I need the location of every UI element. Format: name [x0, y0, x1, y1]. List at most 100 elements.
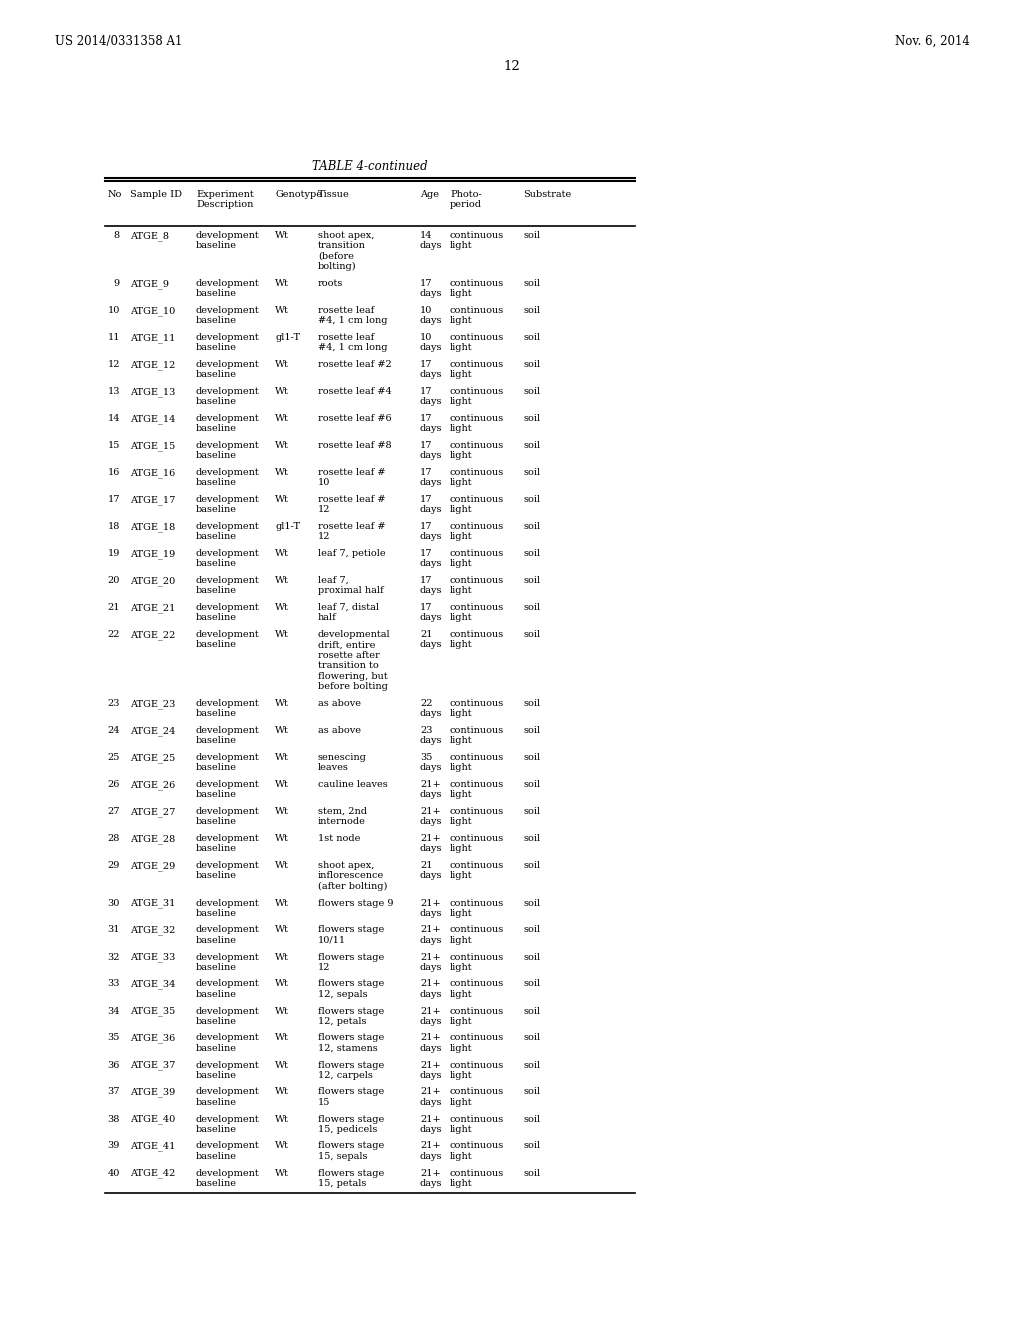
Text: soil: soil [523, 630, 540, 639]
Text: flowers stage
15, petals: flowers stage 15, petals [318, 1168, 384, 1188]
Text: 17
days: 17 days [420, 549, 442, 569]
Text: Sample ID: Sample ID [130, 190, 182, 199]
Text: continuous
light: continuous light [450, 279, 504, 298]
Text: roots: roots [318, 279, 343, 288]
Text: 14
days: 14 days [420, 231, 442, 251]
Text: rosette leaf
#4, 1 cm long: rosette leaf #4, 1 cm long [318, 306, 387, 326]
Text: continuous
light: continuous light [450, 834, 504, 854]
Text: 21
days: 21 days [420, 630, 442, 649]
Text: Nov. 6, 2014: Nov. 6, 2014 [895, 36, 970, 48]
Text: 21+
days: 21+ days [420, 953, 442, 972]
Text: development
baseline: development baseline [196, 726, 260, 746]
Text: ATGE_35: ATGE_35 [130, 1006, 175, 1016]
Text: ATGE_36: ATGE_36 [130, 1034, 175, 1043]
Text: 21+
days: 21+ days [420, 780, 442, 800]
Text: development
baseline: development baseline [196, 469, 260, 487]
Text: 23
days: 23 days [420, 726, 442, 746]
Text: flowers stage
10/11: flowers stage 10/11 [318, 925, 384, 945]
Text: soil: soil [523, 603, 540, 612]
Text: Wt: Wt [275, 1006, 289, 1015]
Text: development
baseline: development baseline [196, 231, 260, 251]
Text: 38: 38 [108, 1114, 120, 1123]
Text: soil: soil [523, 469, 540, 477]
Text: development
baseline: development baseline [196, 1142, 260, 1160]
Text: Wt: Wt [275, 752, 289, 762]
Text: Photo-
period: Photo- period [450, 190, 482, 210]
Text: continuous
light: continuous light [450, 521, 504, 541]
Text: rosette leaf #
12: rosette leaf # 12 [318, 495, 385, 515]
Text: development
baseline: development baseline [196, 279, 260, 298]
Text: 17
days: 17 days [420, 279, 442, 298]
Text: flowers stage
12, carpels: flowers stage 12, carpels [318, 1060, 384, 1080]
Text: continuous
light: continuous light [450, 333, 504, 352]
Text: stem, 2nd
internode: stem, 2nd internode [318, 807, 367, 826]
Text: development
baseline: development baseline [196, 1088, 260, 1107]
Text: 19: 19 [108, 549, 120, 558]
Text: US 2014/0331358 A1: US 2014/0331358 A1 [55, 36, 182, 48]
Text: continuous
light: continuous light [450, 603, 504, 623]
Text: continuous
light: continuous light [450, 780, 504, 800]
Text: continuous
light: continuous light [450, 1006, 504, 1026]
Text: flowers stage
12, petals: flowers stage 12, petals [318, 1006, 384, 1026]
Text: ATGE_33: ATGE_33 [130, 953, 175, 962]
Text: ATGE_13: ATGE_13 [130, 387, 175, 397]
Text: soil: soil [523, 1142, 540, 1151]
Text: 17
days: 17 days [420, 360, 442, 379]
Text: shoot apex,
transition
(before
bolting): shoot apex, transition (before bolting) [318, 231, 375, 272]
Text: soil: soil [523, 1060, 540, 1069]
Text: soil: soil [523, 807, 540, 816]
Text: soil: soil [523, 549, 540, 558]
Text: ATGE_8: ATGE_8 [130, 231, 169, 240]
Text: Wt: Wt [275, 630, 289, 639]
Text: soil: soil [523, 1034, 540, 1043]
Text: soil: soil [523, 861, 540, 870]
Text: 34: 34 [108, 1006, 120, 1015]
Text: leaf 7, petiole: leaf 7, petiole [318, 549, 386, 558]
Text: development
baseline: development baseline [196, 630, 260, 649]
Text: development
baseline: development baseline [196, 861, 260, 880]
Text: ATGE_10: ATGE_10 [130, 306, 175, 315]
Text: Wt: Wt [275, 1142, 289, 1151]
Text: soil: soil [523, 979, 540, 989]
Text: Genotype: Genotype [275, 190, 322, 199]
Text: soil: soil [523, 1088, 540, 1097]
Text: continuous
light: continuous light [450, 576, 504, 595]
Text: 32: 32 [108, 953, 120, 961]
Text: development
baseline: development baseline [196, 979, 260, 999]
Text: ATGE_39: ATGE_39 [130, 1088, 175, 1097]
Text: gl1-T: gl1-T [275, 521, 300, 531]
Text: 20: 20 [108, 576, 120, 585]
Text: developmental
drift, entire
rosette after
transition to
flowering, but
before bo: developmental drift, entire rosette afte… [318, 630, 390, 690]
Text: Wt: Wt [275, 834, 289, 843]
Text: continuous
light: continuous light [450, 1142, 504, 1160]
Text: Wt: Wt [275, 899, 289, 908]
Text: shoot apex,
inflorescence
(after bolting): shoot apex, inflorescence (after bolting… [318, 861, 387, 891]
Text: development
baseline: development baseline [196, 899, 260, 917]
Text: ATGE_11: ATGE_11 [130, 333, 175, 343]
Text: 10
days: 10 days [420, 306, 442, 326]
Text: 40: 40 [108, 1168, 120, 1177]
Text: continuous
light: continuous light [450, 1088, 504, 1107]
Text: 12: 12 [108, 360, 120, 370]
Text: continuous
light: continuous light [450, 752, 504, 772]
Text: development
baseline: development baseline [196, 576, 260, 595]
Text: 22: 22 [108, 630, 120, 639]
Text: ATGE_19: ATGE_19 [130, 549, 175, 558]
Text: ATGE_27: ATGE_27 [130, 807, 175, 817]
Text: development
baseline: development baseline [196, 360, 260, 379]
Text: Wt: Wt [275, 603, 289, 612]
Text: 21+
days: 21+ days [420, 1088, 442, 1107]
Text: 15: 15 [108, 441, 120, 450]
Text: development
baseline: development baseline [196, 1060, 260, 1080]
Text: 35
days: 35 days [420, 752, 442, 772]
Text: flowers stage
15, pedicels: flowers stage 15, pedicels [318, 1114, 384, 1134]
Text: continuous
light: continuous light [450, 414, 504, 433]
Text: Wt: Wt [275, 360, 289, 370]
Text: 8: 8 [114, 231, 120, 240]
Text: ATGE_34: ATGE_34 [130, 979, 175, 989]
Text: 11: 11 [108, 333, 120, 342]
Text: continuous
light: continuous light [450, 807, 504, 826]
Text: 21+
days: 21+ days [420, 1168, 442, 1188]
Text: development
baseline: development baseline [196, 752, 260, 772]
Text: rosette leaf #6: rosette leaf #6 [318, 414, 391, 422]
